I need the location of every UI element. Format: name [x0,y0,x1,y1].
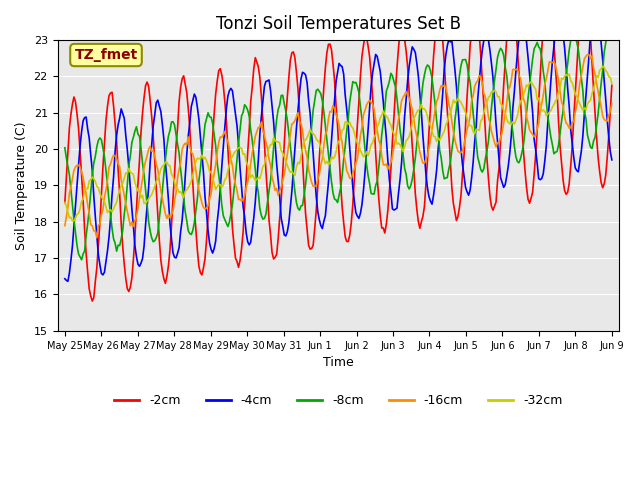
-16cm [608,101,616,107]
-8cm [608,24,616,30]
-4cm [129,223,137,229]
Text: TZ_fmet: TZ_fmet [74,48,138,62]
Line: -2cm: -2cm [65,0,612,301]
-32cm [61,200,68,205]
-32cm [599,63,607,69]
-8cm [579,88,587,94]
-8cm [244,107,252,113]
-32cm [129,172,137,178]
-4cm [301,72,309,78]
-4cm [579,132,587,138]
Line: -32cm: -32cm [65,66,612,221]
-2cm [129,257,137,263]
-2cm [225,172,233,178]
-16cm [225,144,233,150]
-16cm [579,64,587,70]
X-axis label: Time: Time [323,356,354,369]
-16cm [129,224,137,229]
-16cm [301,147,309,153]
-32cm [244,162,252,168]
-2cm [88,298,96,304]
Line: -8cm: -8cm [65,23,612,260]
-16cm [93,235,100,240]
Line: -4cm: -4cm [65,6,612,281]
-8cm [253,181,260,187]
-16cm [253,129,260,134]
-4cm [253,178,260,183]
-32cm [301,137,309,143]
-2cm [253,59,260,65]
-4cm [61,276,68,282]
-4cm [244,239,252,245]
Title: Tonzi Soil Temperatures Set B: Tonzi Soil Temperatures Set B [216,15,461,33]
-4cm [608,157,616,163]
-32cm [579,107,587,113]
Legend: -2cm, -4cm, -8cm, -16cm, -32cm: -2cm, -4cm, -8cm, -16cm, -32cm [109,389,568,412]
-16cm [61,223,68,228]
-32cm [70,218,78,224]
-16cm [244,179,252,185]
-32cm [253,177,260,182]
Y-axis label: Soil Temperature (C): Soil Temperature (C) [15,121,28,250]
-8cm [61,145,68,151]
-8cm [607,20,614,26]
-8cm [225,219,233,225]
-8cm [301,182,309,188]
-2cm [61,200,68,205]
-4cm [225,88,233,94]
-4cm [593,3,600,9]
-2cm [244,150,252,156]
-2cm [608,83,616,88]
-2cm [301,211,309,216]
-8cm [77,257,85,263]
Line: -16cm: -16cm [65,55,612,238]
-32cm [608,81,616,86]
-4cm [64,278,72,284]
-16cm [584,52,591,58]
-8cm [129,134,137,140]
-32cm [225,162,233,168]
